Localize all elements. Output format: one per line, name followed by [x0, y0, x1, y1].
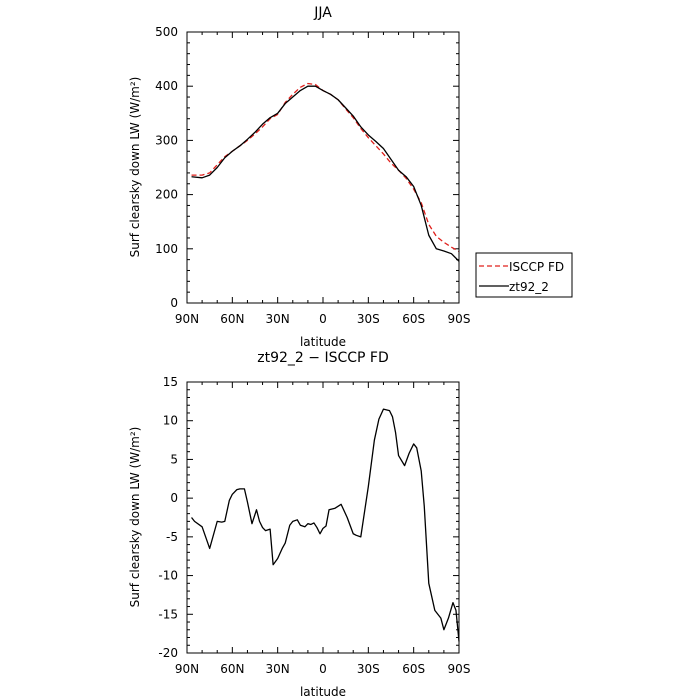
chart-panel-top: JJA 90N 60N 30N 0 30S 60S 90S0100200300400500 … — [128, 5, 573, 349]
x-tick-label: 90S — [448, 662, 471, 676]
x-axis-label: latitude — [300, 335, 346, 349]
y-tick-label: 15 — [163, 375, 178, 389]
x-tick-label: 60N — [220, 312, 244, 326]
series-line-zt92-2 — [191, 85, 460, 262]
y-tick-label: 10 — [163, 414, 178, 428]
y-tick-label: 100 — [155, 242, 178, 256]
legend-box — [475, 252, 573, 298]
x-tick-label: 90N — [175, 662, 199, 676]
y-tick-label: 500 — [155, 25, 178, 39]
legend-label-zt92: zt92_2 — [509, 280, 549, 294]
x-tick-label: 90S — [448, 312, 471, 326]
x-tick-label: 30N — [266, 312, 290, 326]
x-tick-label: 60S — [402, 662, 425, 676]
y-tick-label: 400 — [155, 79, 178, 93]
legend-label-isccp: ISCCP FD — [509, 260, 564, 274]
x-tick-label: 30N — [266, 662, 290, 676]
x-axis-label: latitude — [300, 685, 346, 699]
x-tick-label: 90N — [175, 312, 199, 326]
chart-title: zt92_2 − ISCCP FD — [257, 350, 388, 366]
x-tick-label: 60N — [220, 662, 244, 676]
legend: ISCCP FD zt92_2 — [475, 252, 573, 298]
y-tick-label: -20 — [158, 646, 178, 660]
x-tick-label: 60S — [402, 312, 425, 326]
y-tick-label: 300 — [155, 133, 178, 147]
x-tick-label: 30S — [357, 662, 380, 676]
chart-panel-bottom: zt92_2 − ISCCP FD 90N 60N 30N 0 30S 60S 90S -20… — [128, 350, 470, 699]
x-tick-label: 0 — [319, 662, 327, 676]
x-tick-label: 30S — [357, 312, 380, 326]
y-tick-label: 0 — [170, 296, 178, 310]
y-tick-label: -15 — [158, 607, 178, 621]
y-tick-label: -10 — [158, 569, 178, 583]
plot-frame — [186, 381, 460, 654]
series-line-series-0 — [191, 408, 460, 642]
x-tick-label: 0 — [319, 312, 327, 326]
y-axis-label: Surf clearsky down LW (W/m²) — [128, 427, 142, 608]
plot-frame — [186, 31, 460, 304]
y-axis-label: Surf clearsky down LW (W/m²) — [128, 77, 142, 258]
series-line-isccp-fd — [191, 82, 460, 253]
y-tick-label: 200 — [155, 188, 178, 202]
y-tick-label: 5 — [170, 452, 178, 466]
chart-title: JJA — [313, 5, 332, 21]
y-tick-label: -5 — [166, 530, 178, 544]
y-tick-label: 0 — [170, 491, 178, 505]
